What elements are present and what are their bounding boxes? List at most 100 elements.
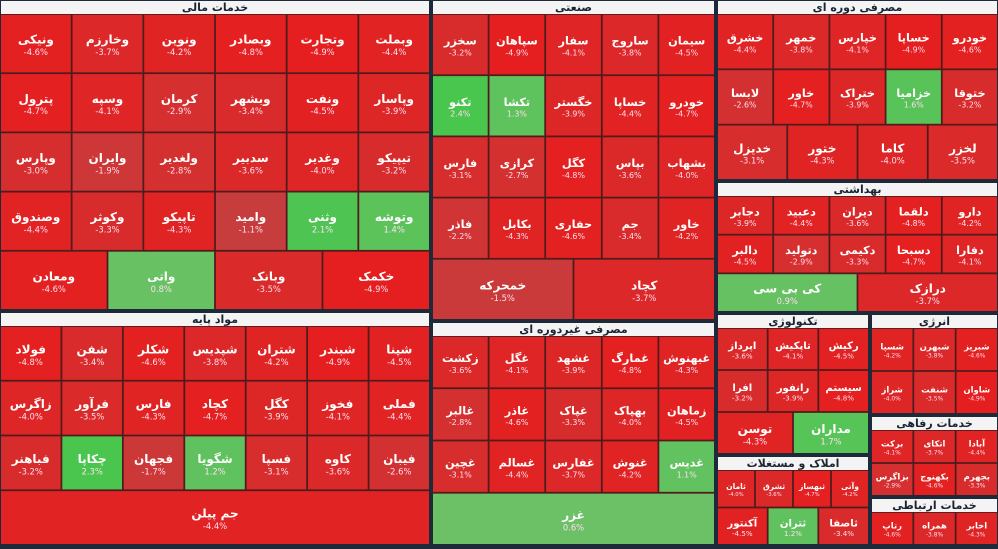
tile-box xyxy=(488,197,546,259)
tile: دالبر-4.5% xyxy=(717,234,774,274)
sector-header xyxy=(717,0,998,14)
tile-name: فباهنر xyxy=(11,452,50,466)
tile-box xyxy=(122,435,185,491)
tile-box xyxy=(71,73,144,133)
tile-box xyxy=(767,370,819,412)
tile-name: توسن xyxy=(738,422,773,437)
tile-name: خودرو xyxy=(668,95,704,109)
tile-change: 1.7% xyxy=(820,436,841,446)
tile: تاپکیش-4.1% xyxy=(767,328,819,370)
tile-name: وصندوق xyxy=(11,210,60,225)
tile-name: زکشت xyxy=(442,351,479,365)
tile-name: تکنو xyxy=(448,95,472,109)
tile: وبشهر-3.4% xyxy=(215,73,287,133)
tile: خپارس-4.1% xyxy=(829,14,886,70)
tile-change: -4.4% xyxy=(734,45,757,54)
tile-box xyxy=(0,326,62,381)
tile: ختراک-3.9% xyxy=(829,69,886,125)
tile: فسپا-3.1% xyxy=(245,435,308,491)
tile-box xyxy=(885,234,942,274)
tile-name: خمحرکه xyxy=(479,278,526,292)
tile-name: شتران xyxy=(257,342,296,356)
tile-box xyxy=(0,132,72,192)
tile: شتران-4.2% xyxy=(245,326,308,381)
tile-name: فملی xyxy=(383,397,416,411)
tile-name: ختوقا xyxy=(954,87,985,100)
sector-header xyxy=(717,456,869,470)
tile-box xyxy=(885,69,942,125)
tile-name: ختور xyxy=(807,141,836,156)
tile-name: بکهنوج xyxy=(920,472,949,483)
tile-name: وغدیر xyxy=(304,151,340,166)
tile-change: -3.3% xyxy=(968,484,986,490)
tile: اخابر-4.3% xyxy=(955,512,998,545)
tile-box xyxy=(61,326,123,381)
sector-header xyxy=(717,182,998,196)
tile-change: -3.9% xyxy=(783,394,804,403)
tile-box xyxy=(829,234,886,274)
tile-change: -4.1% xyxy=(95,106,119,116)
tile: وکوثر-3.3% xyxy=(71,191,144,251)
tile-name: رتاپ xyxy=(882,521,902,532)
sector-header xyxy=(871,498,998,512)
tile-name: سدبیر xyxy=(232,151,269,165)
tile-change: -4.5% xyxy=(833,352,854,361)
tile-change: -4.6% xyxy=(958,45,981,54)
tile-box xyxy=(488,440,546,493)
tile-box xyxy=(773,196,830,235)
tile-change: -4.3% xyxy=(141,412,165,422)
tile: ساروج-3.8% xyxy=(601,14,659,76)
tile-name: کگل xyxy=(264,397,289,411)
tile-change: -4.7% xyxy=(24,106,48,116)
tile-name: خدیزل xyxy=(733,141,771,155)
tile-change: -4.3% xyxy=(675,366,698,375)
tile: تیپیکو-3.2% xyxy=(358,132,430,192)
sector-border xyxy=(716,313,870,455)
tile-box xyxy=(358,132,430,192)
tile-change: -4.4% xyxy=(790,219,813,228)
sector-border xyxy=(431,0,716,321)
tile-name: لابسا xyxy=(731,87,759,100)
tile-change: 0.8% xyxy=(151,284,172,294)
tile-change: -3.6% xyxy=(846,219,869,228)
tile-box xyxy=(286,191,359,251)
tile-change: -4.0% xyxy=(619,418,642,427)
tile-name: ثبهساز xyxy=(798,482,825,491)
tile-box xyxy=(286,132,359,192)
tile-name: شبندر xyxy=(319,342,355,356)
tile-box xyxy=(0,490,430,545)
tile-change: 1.2% xyxy=(784,529,802,538)
tile-change: -3.2% xyxy=(382,165,406,175)
tile-change: -4.2% xyxy=(842,492,857,498)
tile-change: -4.7% xyxy=(790,101,813,110)
tile-name: فارس xyxy=(443,156,477,170)
tile-box xyxy=(927,124,998,180)
tile-name: غشهد xyxy=(557,351,590,365)
tile-name: کرمان xyxy=(161,92,198,106)
sector: صنعتیسیمان-4.5%ساروج-3.8%سفار-4.1%سپاهان… xyxy=(431,0,716,321)
tile-name: دسبحا xyxy=(897,244,931,257)
tile-box xyxy=(601,14,659,76)
tile: خشرق-4.4% xyxy=(717,14,774,70)
sector-title: انرژی xyxy=(919,315,950,328)
tile: آکنتور-4.5% xyxy=(717,507,768,545)
tile-name: دعبید xyxy=(787,205,816,218)
tile-box xyxy=(755,470,793,508)
tile-change: -4.6% xyxy=(42,284,66,294)
tile: شپنا-4.5% xyxy=(368,326,430,381)
tile-box xyxy=(307,326,369,381)
tile-box xyxy=(307,435,369,491)
tile-name: بشهاب xyxy=(667,156,706,170)
tile-box xyxy=(717,507,768,545)
tile: خساپا-4.9% xyxy=(885,14,942,70)
tile-name: غمارگ xyxy=(611,351,649,365)
tile-change: -4.3% xyxy=(167,225,191,235)
tile-name: وپارس xyxy=(16,151,56,166)
tile-change: -2.9% xyxy=(167,106,191,116)
tile: جم-3.4% xyxy=(601,197,659,259)
tile: شبهرن-3.8% xyxy=(913,328,956,371)
tile: وآتی-4.2% xyxy=(831,470,869,508)
tile-box xyxy=(658,136,715,198)
tile-change: -4.0% xyxy=(310,165,334,175)
